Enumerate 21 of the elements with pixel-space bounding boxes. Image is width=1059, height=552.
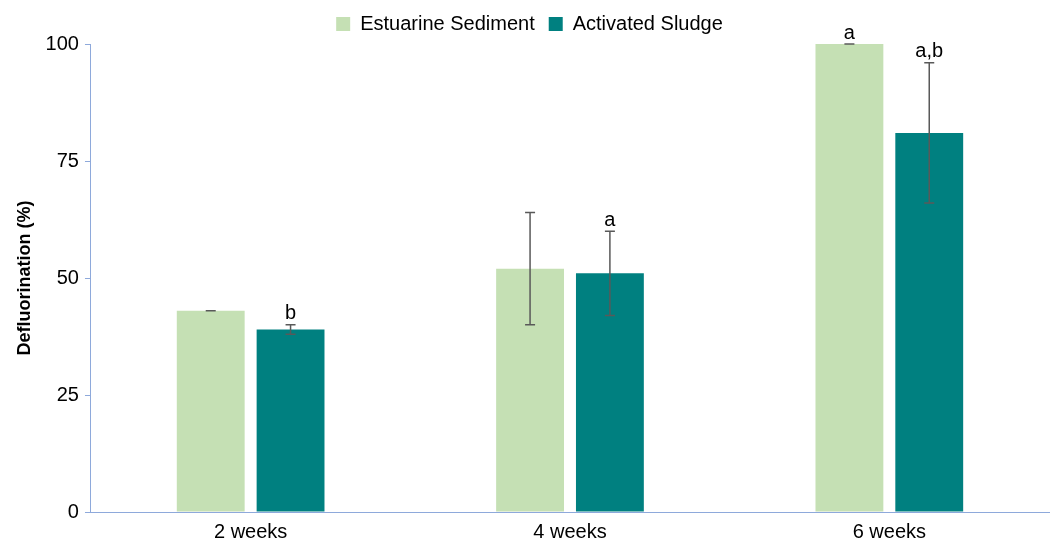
legend-label: Estuarine Sediment: [360, 11, 536, 34]
y-tick-label: 25: [56, 382, 79, 405]
y-tick-label: 50: [56, 265, 79, 288]
annotation: a,b: [915, 39, 944, 62]
y-tick-label: 0: [67, 499, 79, 522]
y-tick-label: 100: [45, 31, 79, 54]
bar: [256, 329, 325, 512]
x-tick-label: 6 weeks: [852, 519, 927, 542]
annotation: b: [285, 301, 297, 324]
legend-label: Activated Sludge: [572, 11, 723, 34]
text: a: [843, 20, 856, 43]
bar: [575, 273, 644, 512]
bar: [496, 268, 564, 512]
bar: [176, 310, 245, 512]
y-axis-title: Defluorination (%): [13, 200, 34, 356]
y-tick-label: 75: [56, 148, 79, 171]
x-tick-label: 4 weeks: [533, 519, 607, 542]
bar: [895, 132, 964, 512]
annotation: a: [604, 207, 617, 230]
x-tick-label: 2 weeks: [213, 519, 288, 542]
bar: [815, 44, 884, 512]
